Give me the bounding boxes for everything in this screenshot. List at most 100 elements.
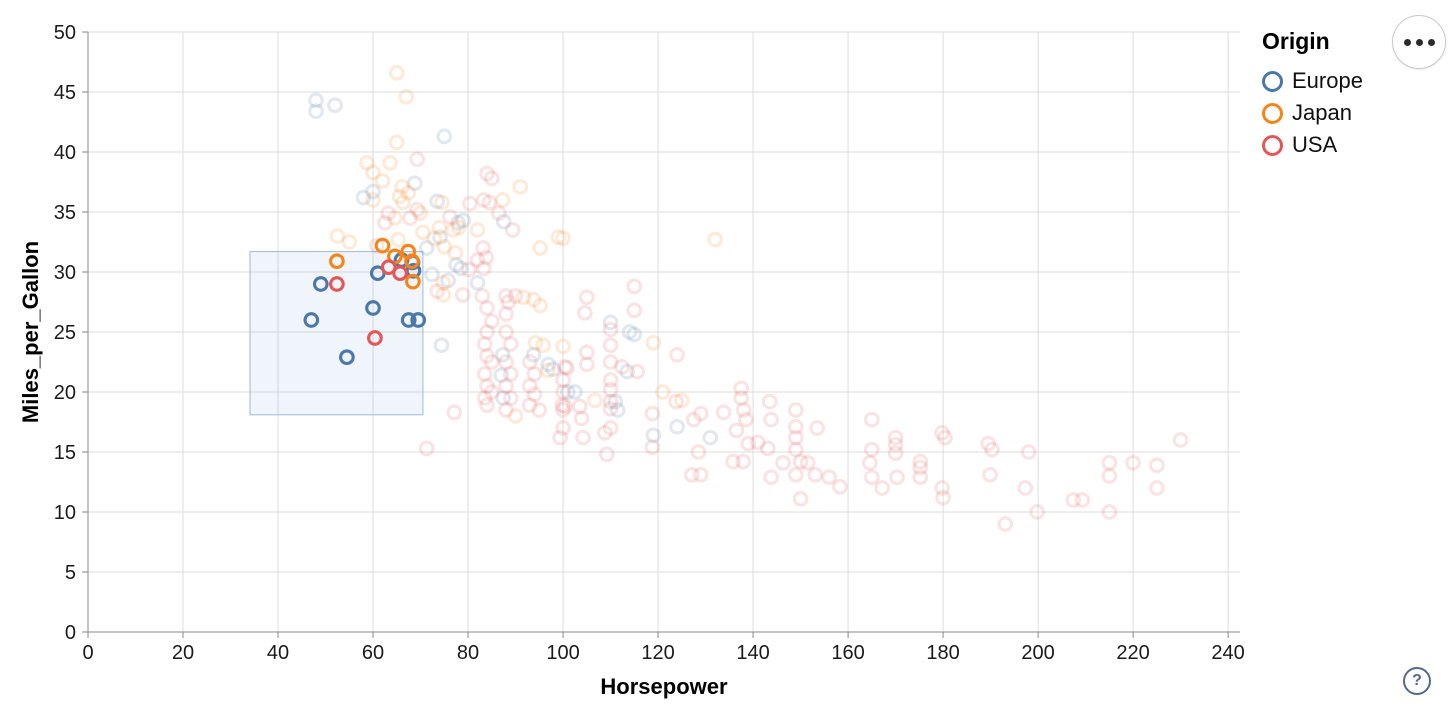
data-point	[799, 454, 816, 471]
data-point	[433, 337, 450, 354]
data-point	[832, 478, 848, 495]
data-point	[912, 469, 929, 486]
y-tick-label: 10	[54, 502, 76, 524]
data-point	[495, 390, 512, 406]
data-point	[787, 429, 804, 446]
data-point	[577, 304, 593, 321]
data-point	[479, 165, 495, 182]
data-point	[602, 400, 619, 417]
data-point	[532, 240, 549, 256]
scatter-points[interactable]	[303, 64, 1189, 532]
data-point	[673, 392, 690, 409]
x-tick-label: 0	[82, 642, 93, 664]
data-point	[692, 466, 709, 483]
data-point	[435, 286, 452, 303]
x-tick-label: 40	[267, 642, 289, 664]
data-point	[597, 424, 613, 441]
data-point	[426, 230, 443, 247]
data-point	[645, 427, 662, 444]
data-point	[507, 288, 524, 304]
x-tick-label: 140	[736, 642, 769, 664]
data-point	[535, 337, 551, 354]
data-point	[1074, 492, 1091, 508]
data-point	[450, 214, 466, 231]
data-point	[387, 210, 403, 226]
data-point	[1172, 432, 1189, 448]
data-point	[431, 219, 448, 236]
data-point	[498, 324, 514, 340]
x-tick-label: 220	[1116, 642, 1149, 664]
data-point	[1020, 444, 1037, 460]
data-point	[415, 224, 431, 241]
data-point	[435, 274, 452, 291]
data-point	[1149, 480, 1165, 496]
data-point	[521, 397, 538, 414]
data-point	[997, 516, 1014, 532]
data-point	[500, 294, 517, 310]
data-point	[525, 346, 542, 363]
help-button[interactable]: ?	[1403, 667, 1431, 695]
data-point	[367, 330, 383, 346]
data-point	[479, 378, 495, 394]
data-point	[521, 354, 538, 370]
data-point	[491, 205, 507, 222]
legend-ring-icon	[1262, 70, 1283, 92]
question-mark-icon: ?	[1412, 672, 1422, 689]
brush-selection[interactable]	[249, 251, 424, 416]
data-point	[787, 441, 804, 458]
data-point	[1149, 457, 1165, 474]
data-point	[863, 441, 880, 458]
data-point	[725, 453, 741, 470]
data-point	[502, 366, 519, 382]
data-point	[365, 300, 381, 316]
data-point	[602, 372, 619, 388]
data-point	[571, 398, 588, 415]
data-point	[374, 172, 391, 189]
data-point	[365, 164, 381, 181]
data-point	[495, 213, 512, 230]
data-point	[862, 454, 878, 471]
data-point	[447, 244, 464, 261]
data-point	[374, 237, 391, 254]
data-point	[555, 420, 571, 436]
data-point	[555, 402, 571, 418]
data-point	[440, 272, 456, 289]
data-point	[462, 195, 478, 212]
data-point	[498, 306, 514, 322]
legend-item-usa: USA	[1262, 129, 1412, 161]
data-point	[578, 289, 595, 306]
data-point	[702, 429, 719, 446]
data-point	[912, 453, 929, 470]
data-point	[498, 288, 514, 304]
y-tick-label: 30	[54, 262, 76, 284]
y-tick-label: 20	[54, 382, 76, 404]
legend: Origin Europe Japan USA	[1262, 28, 1412, 161]
options-menu-button[interactable]	[1392, 15, 1446, 69]
legend-item-label: Europe	[1292, 68, 1363, 93]
data-point	[602, 337, 619, 354]
data-point	[498, 378, 514, 394]
data-point	[478, 249, 494, 266]
data-point	[359, 154, 375, 171]
data-point	[545, 361, 561, 378]
data-point	[733, 390, 750, 406]
data-point	[395, 194, 411, 211]
data-point	[1101, 504, 1118, 520]
data-point	[479, 348, 495, 364]
data-point	[821, 469, 837, 486]
data-point	[436, 128, 453, 145]
data-point	[887, 445, 904, 462]
data-point	[339, 349, 355, 366]
data-point	[525, 291, 542, 308]
data-point	[409, 151, 426, 168]
data-point	[934, 424, 950, 441]
data-point	[380, 205, 397, 222]
data-point	[619, 363, 636, 380]
data-point	[531, 402, 548, 418]
data-point	[355, 189, 372, 206]
data-point	[1101, 454, 1118, 471]
data-point	[749, 434, 766, 451]
data-point	[526, 386, 543, 403]
